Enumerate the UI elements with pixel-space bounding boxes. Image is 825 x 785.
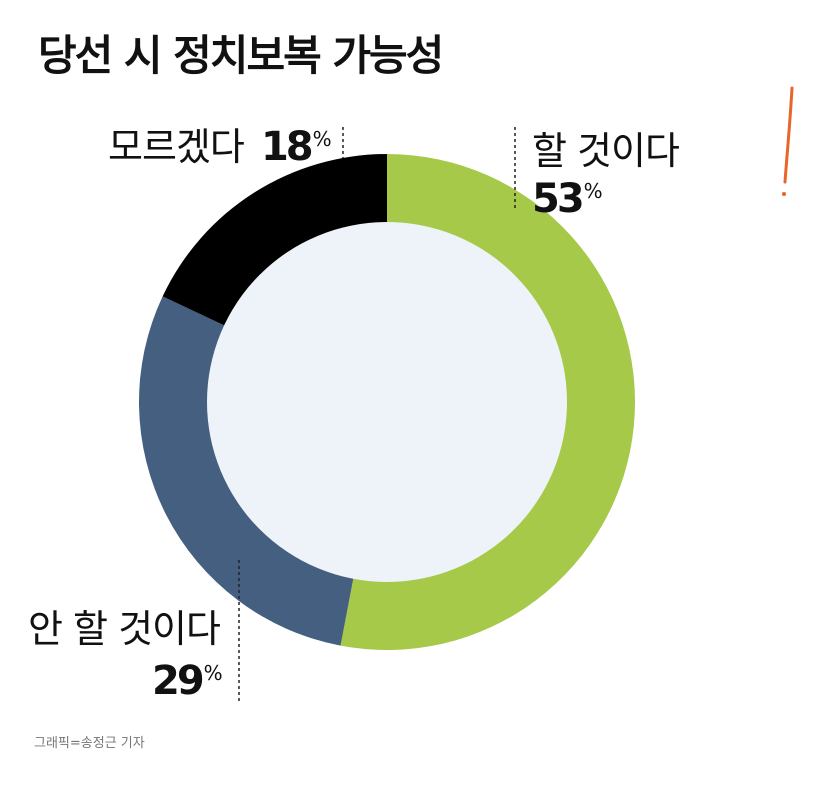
graphic-credit: 그래픽=송정근 기자: [34, 736, 145, 751]
donut-center: [207, 222, 567, 582]
label-unknown-text: 모르겠다: [108, 125, 245, 169]
label-wont-percent: 29%: [152, 658, 223, 704]
label-wont-text: 안 할 것이다: [28, 607, 221, 651]
label-will-percent: 53%: [532, 176, 603, 222]
label-wont-value: 29: [152, 658, 205, 704]
label-will-unit: %: [583, 179, 603, 203]
label-unknown-value: 18: [260, 124, 314, 170]
label-unknown-unit: %: [312, 127, 332, 151]
label-wont-unit: %: [203, 661, 223, 685]
label-will-value: 53: [532, 176, 585, 222]
chart-title: 당선 시 정치보복 가능성: [38, 31, 444, 80]
label-unknown: 모르겠다 18%: [108, 116, 332, 171]
annotation-mark: [782, 86, 794, 196]
label-will-text: 할 것이다: [532, 129, 680, 173]
